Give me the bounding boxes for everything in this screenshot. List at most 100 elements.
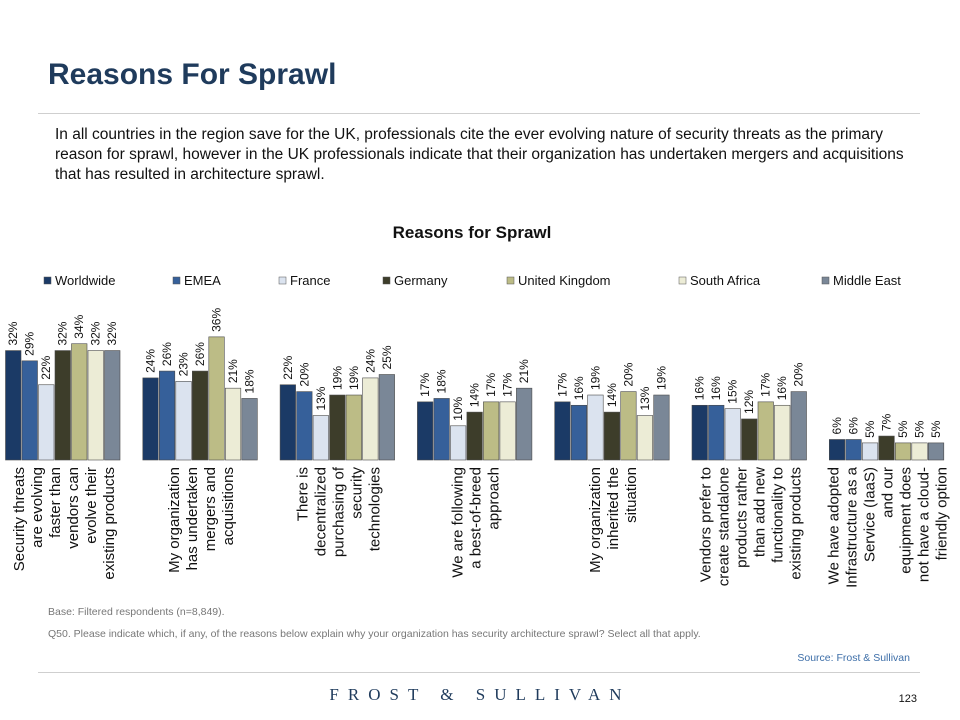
data-label: 21% bbox=[517, 359, 531, 383]
legend-swatch-7 bbox=[821, 276, 830, 285]
bar bbox=[159, 370, 176, 461]
category-label: are evolving bbox=[29, 467, 46, 548]
legend-swatch-2 bbox=[172, 276, 181, 285]
category-label: My organization bbox=[587, 467, 604, 573]
data-label: 6% bbox=[830, 417, 844, 435]
data-label: 32% bbox=[89, 321, 103, 345]
category-label: There is bbox=[294, 467, 311, 521]
bar bbox=[894, 442, 912, 461]
data-label: 17% bbox=[418, 373, 432, 397]
bar bbox=[911, 442, 928, 461]
bar bbox=[570, 404, 588, 461]
bar bbox=[296, 391, 313, 461]
bar bbox=[878, 435, 895, 461]
category-label: purchasing of bbox=[330, 466, 347, 557]
bar bbox=[708, 404, 725, 461]
base-note: Base: Filtered respondents (n=8,849). bbox=[48, 606, 225, 618]
data-label: 25% bbox=[380, 345, 394, 369]
bar bbox=[757, 401, 774, 461]
category-label: faster than bbox=[47, 467, 64, 538]
data-label: 19% bbox=[330, 366, 344, 390]
data-label: 19% bbox=[654, 366, 668, 390]
category-label: Vendors prefer to bbox=[697, 467, 714, 582]
category-label: decentralized bbox=[312, 467, 329, 556]
bar bbox=[587, 394, 604, 461]
data-label: 14% bbox=[468, 383, 482, 407]
bar bbox=[104, 350, 121, 461]
bar bbox=[433, 398, 450, 461]
category-label: friendly option bbox=[934, 467, 951, 560]
chart-title: Reasons for Sprawl bbox=[393, 223, 552, 242]
legend-label-7: Middle East bbox=[833, 273, 901, 288]
data-label: 16% bbox=[693, 376, 707, 400]
bar bbox=[724, 408, 741, 461]
bar bbox=[603, 411, 621, 461]
category-label: and our bbox=[880, 467, 897, 518]
bar bbox=[554, 401, 571, 461]
category-label: Security threats bbox=[11, 467, 28, 571]
category-label: a best-of-breed bbox=[468, 467, 485, 569]
category-label: equipment does bbox=[898, 467, 915, 574]
bar bbox=[790, 391, 807, 461]
bar bbox=[927, 442, 945, 461]
data-label: 26% bbox=[193, 342, 207, 366]
legend-label-4: Germany bbox=[394, 273, 448, 288]
data-label: 32% bbox=[105, 321, 119, 345]
bar bbox=[828, 439, 846, 461]
bar bbox=[466, 411, 483, 461]
category-label: vendors can bbox=[65, 467, 82, 549]
category-label: existing products bbox=[101, 467, 118, 580]
data-label: 23% bbox=[177, 352, 191, 376]
category-label: We are following bbox=[450, 467, 467, 578]
data-label: 36% bbox=[210, 308, 224, 332]
data-label: 15% bbox=[726, 379, 740, 403]
footer-divider bbox=[38, 672, 920, 673]
category-label: mergers and bbox=[202, 467, 219, 551]
category-label: approach bbox=[486, 467, 503, 530]
bar bbox=[38, 384, 55, 461]
bar bbox=[741, 418, 758, 461]
data-label: 26% bbox=[160, 342, 174, 366]
bar bbox=[54, 350, 71, 461]
bar bbox=[450, 425, 467, 461]
legend-swatch-3 bbox=[278, 276, 287, 285]
category-label: evolve their bbox=[83, 467, 100, 544]
data-label: 6% bbox=[847, 417, 861, 435]
bar bbox=[241, 398, 258, 461]
data-label: 5% bbox=[929, 420, 943, 438]
category-label: has undertaken bbox=[184, 467, 201, 570]
bar bbox=[192, 370, 209, 461]
data-label: 19% bbox=[588, 366, 602, 390]
data-label: 16% bbox=[775, 376, 789, 400]
bar bbox=[142, 377, 159, 461]
legend-swatch-5 bbox=[506, 276, 515, 285]
legend-label-3: France bbox=[290, 273, 330, 288]
legend-label-2: EMEA bbox=[184, 273, 221, 288]
title-divider bbox=[38, 113, 920, 114]
legend-swatch-4 bbox=[382, 276, 391, 285]
data-label: 16% bbox=[572, 376, 586, 400]
bar bbox=[516, 387, 533, 461]
bar bbox=[345, 394, 362, 461]
category-label: My organization bbox=[166, 467, 183, 573]
category-label: We have adopted bbox=[826, 467, 843, 584]
data-label: 24% bbox=[363, 349, 377, 373]
category-label: create standalone bbox=[715, 467, 732, 586]
data-label: 32% bbox=[6, 321, 20, 345]
category-label: inherited the bbox=[605, 467, 622, 550]
category-label: acquisitions bbox=[220, 467, 237, 545]
data-label: 32% bbox=[56, 321, 70, 345]
bar bbox=[845, 439, 862, 461]
bar bbox=[774, 404, 791, 461]
category-label: existing products bbox=[787, 467, 804, 580]
data-label: 20% bbox=[621, 362, 635, 386]
brand-logo: FROST & SULLIVAN bbox=[329, 685, 631, 704]
data-label: 34% bbox=[72, 314, 86, 338]
legend-label-5: United Kingdom bbox=[518, 273, 611, 288]
bar bbox=[691, 404, 708, 461]
summary-text: In all countries in the region save for … bbox=[55, 126, 904, 183]
data-label: 17% bbox=[555, 373, 569, 397]
category-label: functionality to bbox=[769, 467, 786, 563]
category-label: than add new bbox=[751, 467, 768, 557]
